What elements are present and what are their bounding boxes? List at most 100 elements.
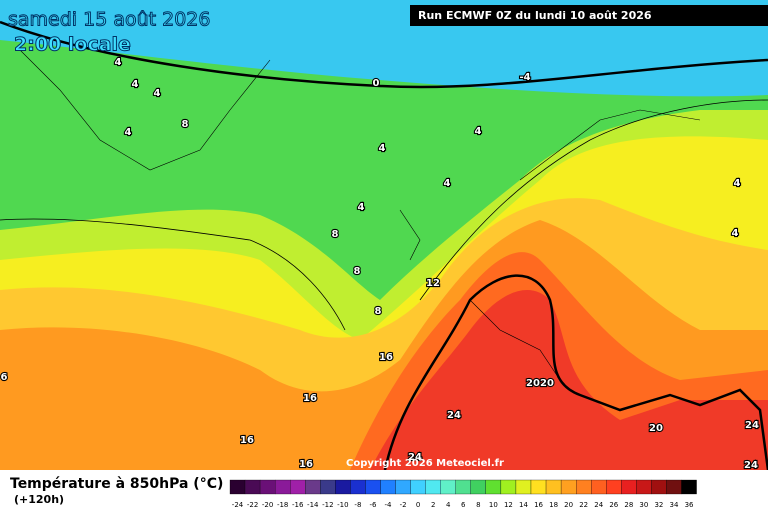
colorbar-label: -6	[369, 501, 377, 509]
colorbar-swatch	[636, 479, 652, 495]
colorbar-label: -10	[337, 501, 348, 509]
colorbar-label: 8	[476, 501, 480, 509]
colorbar-label: -8	[354, 501, 361, 509]
colorbar-swatch	[621, 479, 637, 495]
colorbar-swatch	[470, 479, 486, 495]
colorbar-label: 14	[519, 501, 528, 509]
colorbar-swatch	[440, 479, 456, 495]
colorbar-label: -14	[307, 501, 319, 509]
contour-label: 8	[354, 266, 361, 277]
contour-label: 4	[444, 178, 451, 189]
contour-label: 16	[299, 459, 313, 470]
contour-label: 4	[154, 88, 161, 99]
colorbar-swatch	[666, 479, 682, 495]
map-time: 2:00 locale	[14, 34, 131, 56]
colorbar-label: -16	[292, 501, 304, 509]
colorbar-swatch	[591, 479, 607, 495]
colorbar-label: 24	[594, 501, 603, 509]
colorbar-label: 20	[564, 501, 573, 509]
run-info: Run ECMWF 0Z du lundi 10 août 2026	[418, 9, 652, 22]
contour-label: 8	[375, 306, 382, 317]
contour-label: 24	[447, 410, 461, 421]
contour-label: 24	[745, 420, 759, 431]
thin-isotherm	[0, 99, 768, 331]
colorbar: -24 -22 -20 -18 -16 -14 -12 -10 -8 -6 -4 -2 0 2 4 6 8 10 1…	[229, 479, 697, 509]
lead-time: (+120h)	[14, 493, 64, 506]
copyright: Copyright 2026 Meteociel.fr	[346, 458, 504, 469]
contour-label: 4	[732, 228, 739, 239]
contour-label: 4	[734, 178, 741, 189]
twenty-isotherm	[383, 274, 768, 471]
contour-label: 4	[475, 126, 482, 137]
colorbar-label: 30	[639, 501, 648, 509]
colorbar-swatch	[229, 479, 246, 495]
colorbar-swatch	[455, 479, 471, 495]
colorbar-label: 18	[549, 501, 558, 509]
colorbar-label: 28	[624, 501, 633, 509]
colorbar-swatch	[305, 479, 321, 495]
colorbar-label: 22	[579, 501, 588, 509]
temperature-field	[0, 0, 768, 471]
colorbar-swatch	[410, 479, 426, 495]
colorbar-swatch	[606, 479, 622, 495]
colorbar-swatch	[395, 479, 411, 495]
coastline	[19, 49, 701, 381]
colorbar-swatch	[290, 479, 306, 495]
colorbar-swatch	[576, 479, 592, 495]
contour-label: 8	[182, 119, 189, 130]
colorbar-swatch	[244, 479, 261, 495]
contour-label: 8	[332, 229, 339, 240]
contour-label: 4	[132, 79, 139, 90]
contour-label: 20	[649, 423, 663, 434]
colorbar-swatch	[350, 479, 366, 495]
contour-label: 12	[426, 278, 440, 289]
colorbar-swatch	[545, 479, 562, 495]
map-date: samedi 15 août 2026	[8, 9, 211, 31]
colorbar-label: 16	[534, 501, 543, 509]
colorbar-label: 4	[446, 501, 451, 509]
contour-label: 24	[744, 460, 758, 471]
colorbar-swatch	[651, 479, 667, 495]
colorbar-label: -4	[385, 501, 393, 509]
colorbar-label: 26	[609, 501, 618, 509]
zone-red	[370, 290, 768, 470]
colorbar-label: -12	[322, 501, 333, 509]
contour-label: 24	[408, 452, 422, 463]
colorbar-label: 36	[685, 501, 694, 509]
colorbar-label: 12	[504, 501, 513, 509]
colorbar-label: -18	[277, 501, 288, 509]
colorbar-label: 32	[654, 501, 663, 509]
contour-label: 20	[540, 378, 554, 389]
colorbar-label: 2	[431, 501, 435, 509]
colorbar-swatch	[380, 479, 396, 495]
colorbar-swatch	[259, 479, 276, 495]
contour-label: 6	[1, 372, 8, 383]
zero-isotherm	[0, 20, 768, 89]
contour-label: -4	[519, 72, 530, 83]
contour-label: 20	[526, 378, 540, 389]
colorbar-label: -22	[247, 501, 258, 509]
colorbar-swatch	[335, 479, 351, 495]
colorbar-swatch	[365, 479, 381, 495]
colorbar-swatch	[425, 479, 441, 495]
contour-label: 16	[240, 435, 254, 446]
colorbar-label: -20	[262, 501, 273, 509]
colorbar-swatch	[515, 479, 532, 495]
colorbar-label: 0	[416, 501, 420, 509]
contour-label: 4	[125, 127, 132, 138]
contour-label: 16	[303, 393, 317, 404]
contour-label: 4	[115, 57, 122, 68]
contour-label: 16	[379, 352, 393, 363]
contour-label: 4	[379, 143, 386, 154]
colorbar-swatch	[274, 479, 291, 495]
contour-label: 4	[358, 202, 365, 213]
contour-label: 0	[373, 78, 380, 89]
colorbar-swatch	[485, 479, 502, 495]
colorbar-label: 6	[461, 501, 466, 509]
legend-title: Température à 850hPa (°C)	[10, 476, 223, 492]
colorbar-label: -24	[232, 501, 244, 509]
colorbar-label: 10	[489, 501, 498, 509]
colorbar-label: 34	[670, 501, 679, 509]
